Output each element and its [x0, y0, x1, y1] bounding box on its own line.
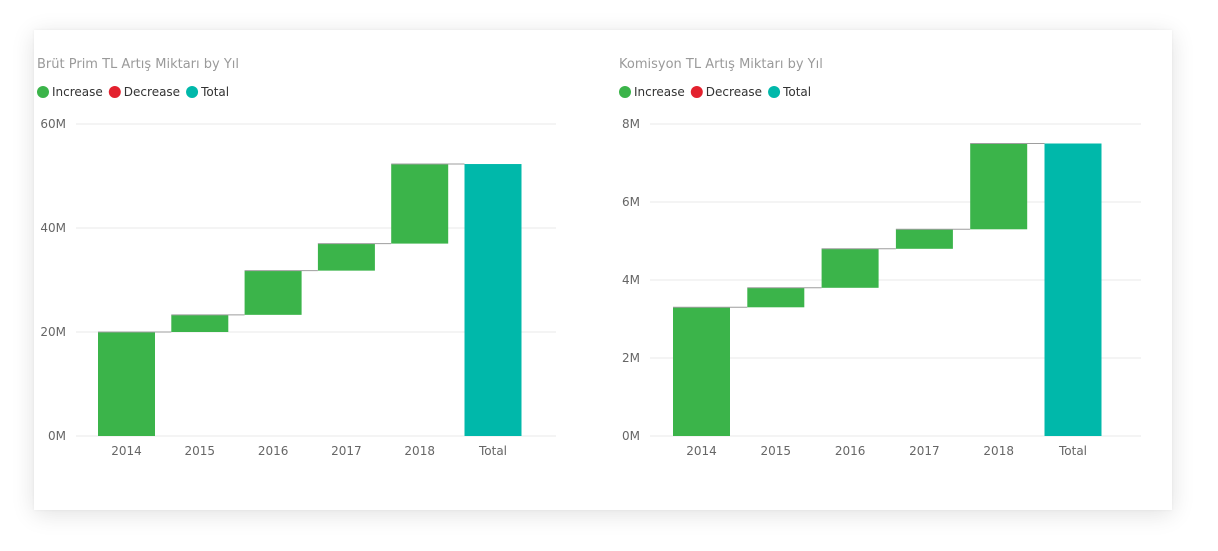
bar-total[interactable] — [464, 164, 522, 437]
chart-title: Komisyon TL Artış Miktarı by Yıl — [619, 57, 823, 72]
bar-2014[interactable] — [673, 307, 730, 436]
chart-title: Brüt Prim TL Artış Miktarı by Yıl — [37, 57, 239, 72]
x-tick-label: 2018 — [404, 444, 435, 458]
x-tick-label: Total — [478, 444, 507, 458]
bar-2017[interactable] — [317, 243, 375, 271]
legend-marker-increase — [37, 86, 49, 98]
bar-2016[interactable] — [244, 270, 302, 315]
x-tick-label: Total — [1058, 444, 1087, 458]
x-tick-label: 2016 — [258, 444, 289, 458]
legend-marker-increase — [619, 86, 631, 98]
legend-label-increase: Increase — [634, 85, 685, 99]
y-tick-label: 0M — [622, 429, 640, 443]
x-tick-label: 2016 — [835, 444, 866, 458]
x-tick-label: 2015 — [761, 444, 792, 458]
y-tick-label: 40M — [40, 221, 66, 235]
y-tick-label: 4M — [622, 273, 640, 287]
waterfall-chart-1: Brüt Prim TL Artış Miktarı by Yıl Increas… — [37, 57, 556, 458]
legend-marker-decrease — [690, 86, 703, 98]
bar-2015[interactable] — [747, 287, 805, 308]
legend-label-decrease: Decrease — [124, 85, 180, 99]
bar-total[interactable] — [1044, 143, 1102, 437]
x-tick-label: 2017 — [909, 444, 940, 458]
x-tick-label: 2017 — [331, 444, 362, 458]
legend-marker-decrease — [108, 86, 121, 98]
bar-2018[interactable] — [970, 143, 1028, 230]
y-tick-label: 8M — [622, 117, 640, 131]
y-tick-label: 20M — [40, 325, 66, 339]
legend-label-total: Total — [200, 85, 229, 99]
legend-label-total: Total — [782, 85, 811, 99]
legend-label-increase: Increase — [52, 85, 103, 99]
bar-2016[interactable] — [821, 248, 879, 288]
x-tick-label: 2015 — [185, 444, 216, 458]
x-tick-label: 2018 — [983, 444, 1014, 458]
legend-marker-total — [186, 86, 199, 98]
bar-2018[interactable] — [391, 164, 449, 244]
y-tick-label: 60M — [40, 117, 66, 131]
waterfall-chart-2: Komisyon TL Artış Miktarı by Yıl Increase… — [619, 57, 1141, 458]
y-tick-label: 6M — [622, 195, 640, 209]
bar-2014[interactable] — [98, 332, 155, 436]
x-tick-label: 2014 — [111, 444, 142, 458]
legend-label-decrease: Decrease — [706, 85, 762, 99]
y-tick-label: 0M — [48, 429, 66, 443]
legend-marker-total — [768, 86, 781, 98]
x-tick-label: 2014 — [686, 444, 717, 458]
y-tick-label: 2M — [622, 351, 640, 365]
bar-2017[interactable] — [895, 229, 953, 249]
report-canvas — [34, 30, 1172, 510]
bar-2015[interactable] — [171, 314, 229, 332]
